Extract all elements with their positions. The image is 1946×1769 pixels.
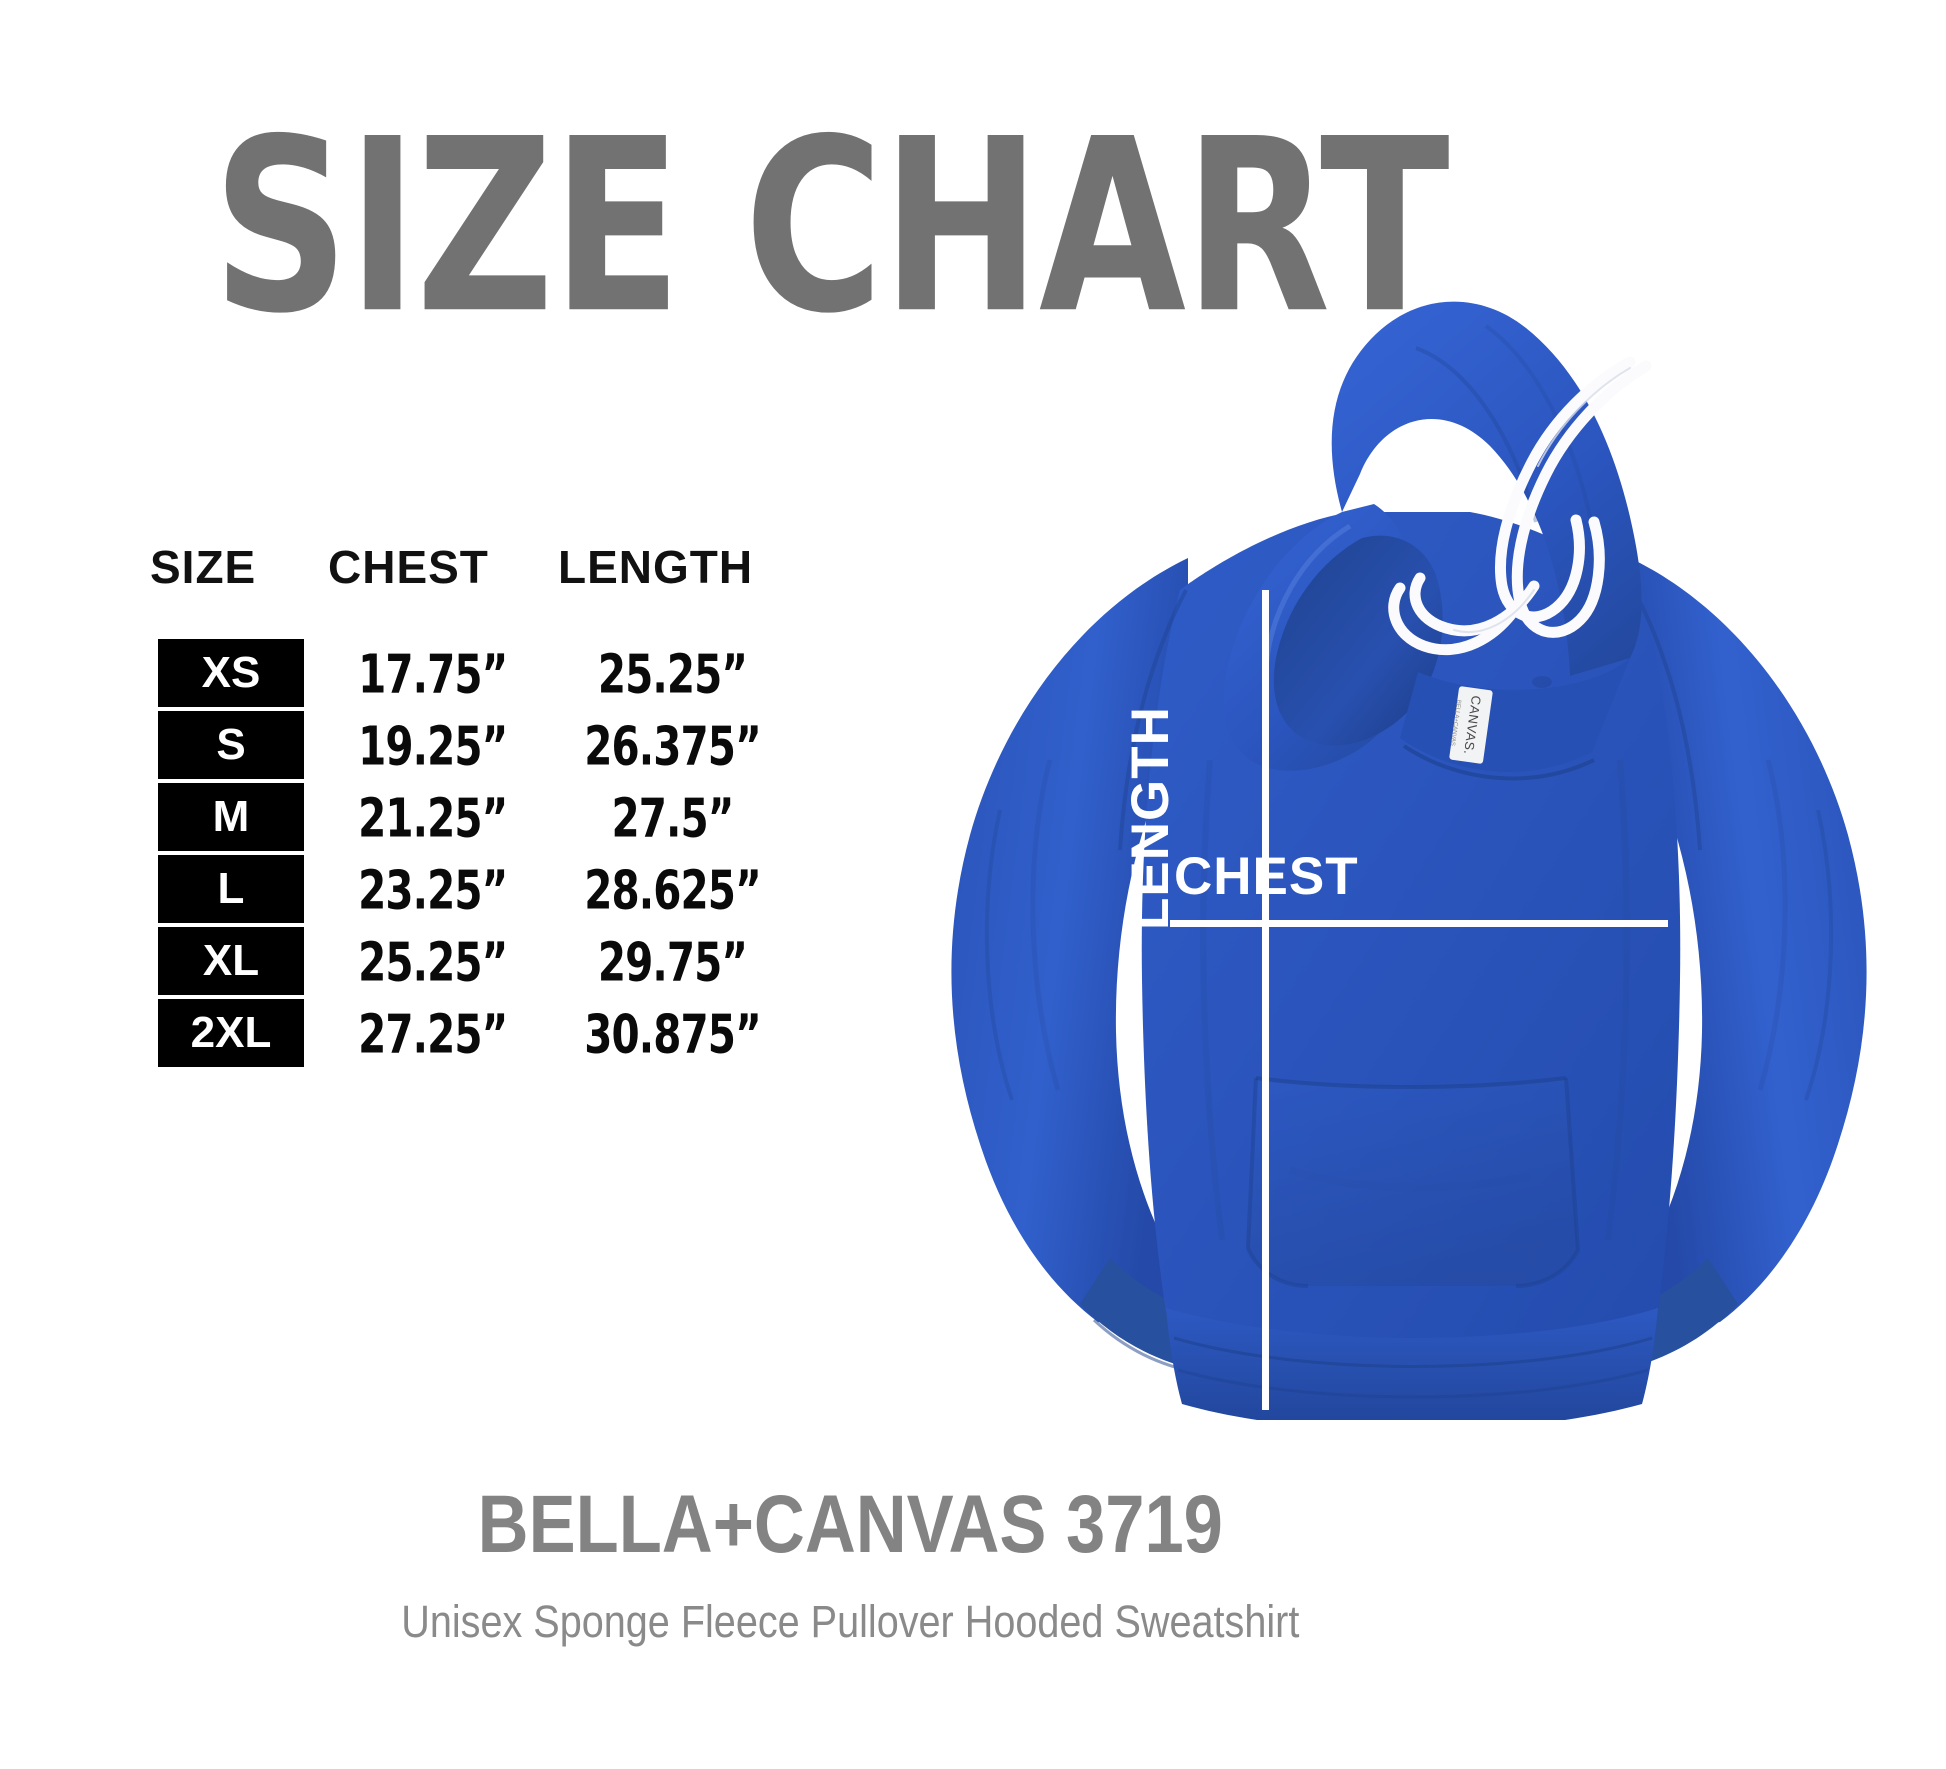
size-table: SIZE CHEST LENGTH XS 17.75” 25.25” S 19.…: [140, 540, 930, 1071]
cell-length: 26.375”: [584, 715, 762, 778]
size-badge: XL: [158, 927, 304, 995]
cell-chest: 21.25”: [358, 787, 508, 850]
right-sleeve: [1626, 558, 1867, 1332]
size-badge: L: [158, 855, 304, 923]
cell-chest: 17.75”: [358, 643, 508, 706]
table-row: M 21.25” 27.5”: [140, 783, 930, 855]
brand-name-wrapper: BELLA+CANVAS 3719: [0, 1478, 1700, 1572]
table-row: L 23.25” 28.625”: [140, 855, 930, 927]
column-header-chest: CHEST: [328, 541, 489, 593]
cell-chest: 25.25”: [358, 931, 508, 994]
column-header-size: SIZE: [150, 541, 257, 593]
cell-chest: 23.25”: [358, 859, 508, 922]
table-header-row: SIZE CHEST LENGTH: [140, 540, 930, 602]
kangaroo-pocket: [1248, 1078, 1578, 1286]
product-description-wrapper: Unisex Sponge Fleece Pullover Hooded Swe…: [0, 1572, 1700, 1648]
size-badge: XS: [158, 639, 304, 707]
cell-length: 25.25”: [597, 643, 748, 706]
cell-length: 28.625”: [584, 859, 762, 922]
table-row: XL 25.25” 29.75”: [140, 927, 930, 999]
size-badge: S: [158, 711, 304, 779]
hood: [1331, 301, 1642, 676]
bottom-hem: [1166, 1308, 1658, 1420]
footer: BELLA+CANVAS 3719 Unisex Sponge Fleece P…: [0, 1478, 1700, 1648]
drawstrings: [1388, 356, 1652, 656]
neck-tag: CANVAS. BELLA+CANVAS: [1449, 686, 1493, 764]
product-description: Unisex Sponge Fleece Pullover Hooded Swe…: [400, 1596, 1300, 1647]
cell-chest: 19.25”: [358, 715, 508, 778]
table-row: XS 17.75” 25.25”: [140, 639, 930, 711]
table-body: XS 17.75” 25.25” S 19.25” 26.375” M 21.2…: [140, 639, 930, 1071]
page-title: SIZE CHART: [212, 88, 1449, 367]
cell-chest: 27.25”: [358, 1003, 508, 1066]
left-shoulder-seam: [1118, 589, 1188, 851]
table-row: S 19.25” 26.375”: [140, 711, 930, 783]
cell-length: 30.875”: [584, 1003, 762, 1066]
hoodie-product-image: CANVAS. BELLA+CANVAS: [930, 290, 1890, 1420]
size-badge: 2XL: [158, 999, 304, 1067]
left-sleeve: [951, 558, 1192, 1332]
table-row: 2XL 27.25” 30.875”: [140, 999, 930, 1071]
column-header-length: LENGTH: [558, 541, 754, 593]
right-shoulder-seam: [1632, 589, 1702, 851]
cell-length: 29.75”: [597, 931, 748, 994]
cell-length: 27.5”: [611, 787, 734, 850]
size-badge: M: [158, 783, 304, 851]
brand-name: BELLA+CANVAS 3719: [477, 1479, 1223, 1570]
